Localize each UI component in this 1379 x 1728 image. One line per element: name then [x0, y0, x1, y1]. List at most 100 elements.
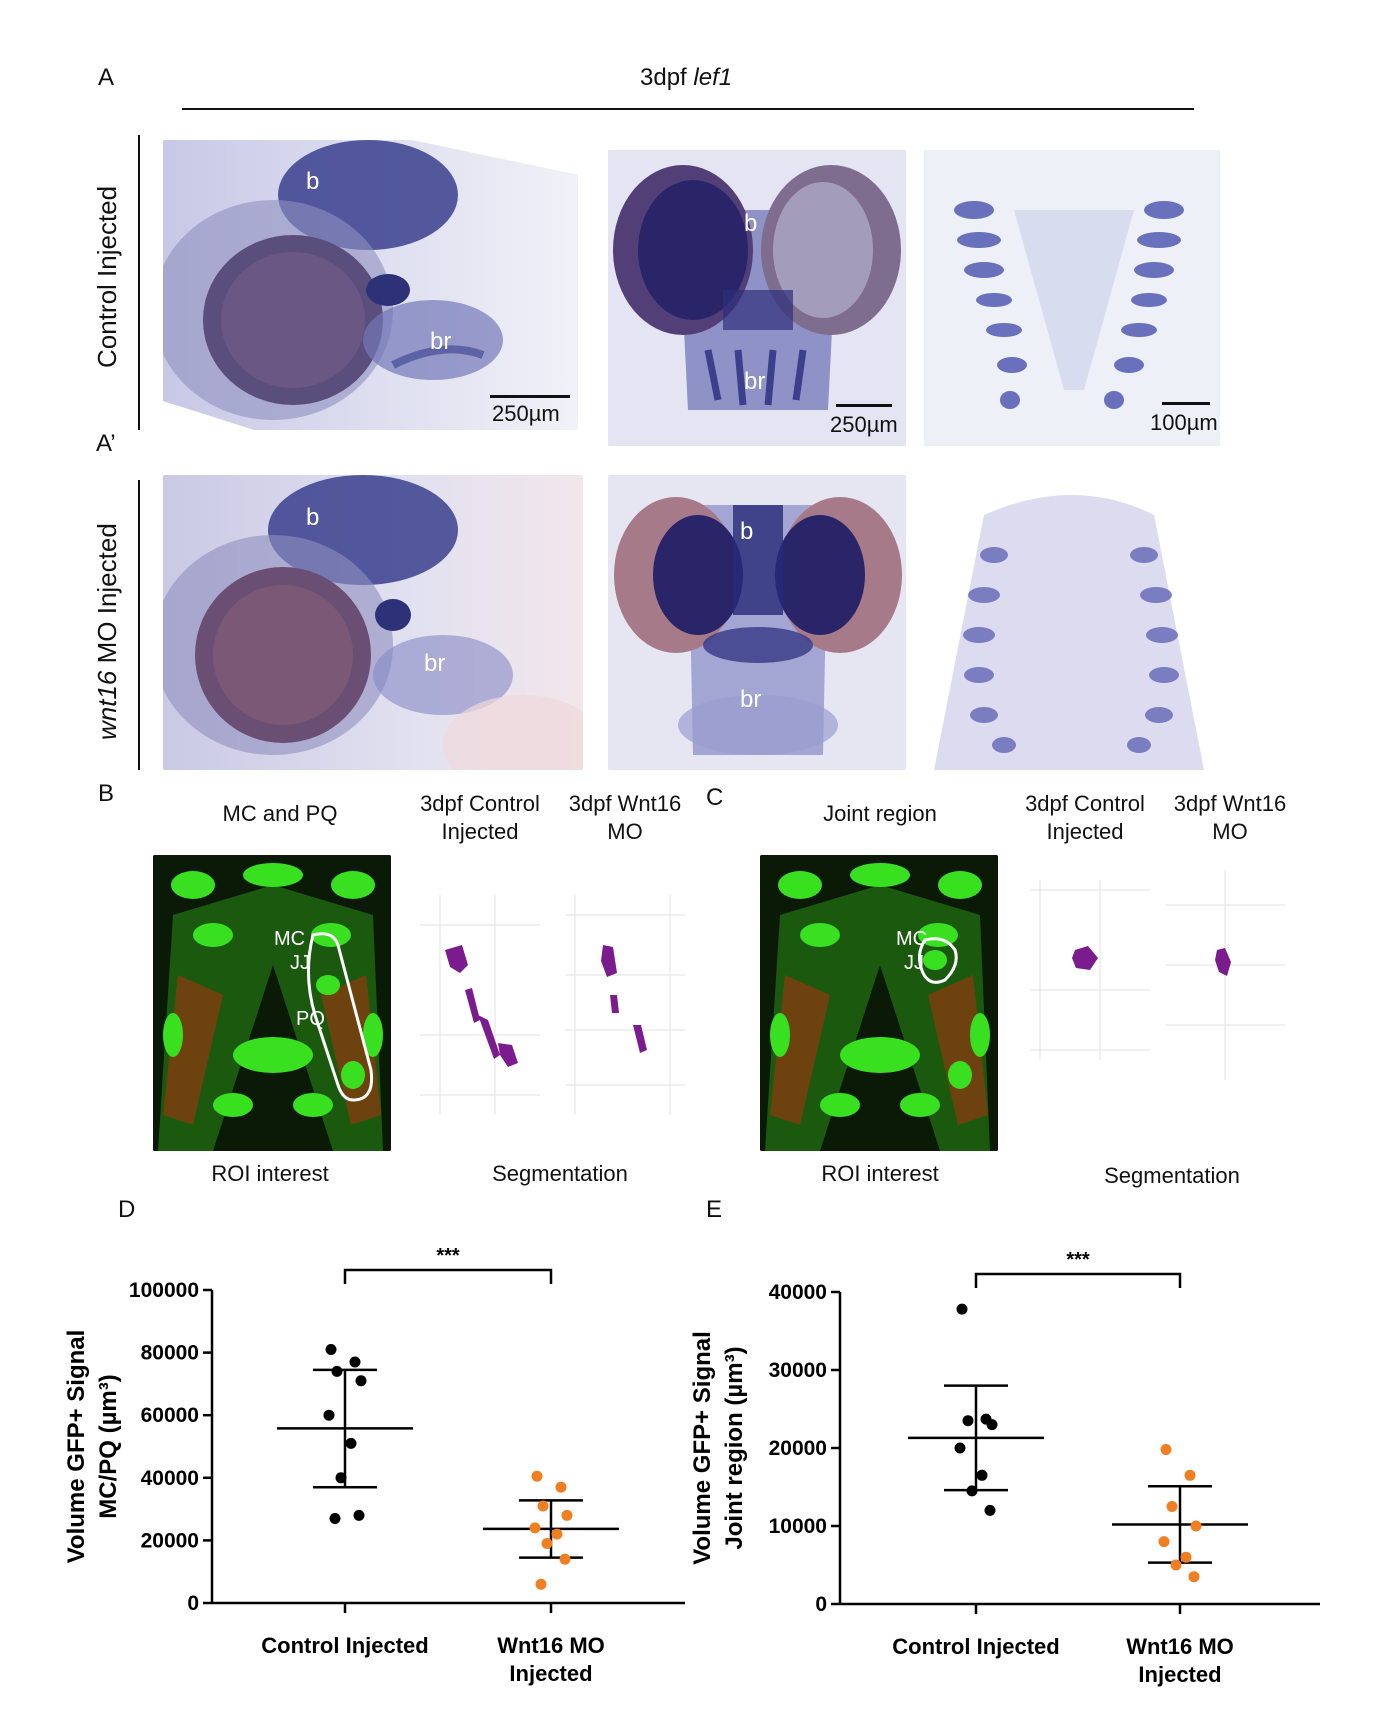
panel-b-roi-caption: ROI interest — [211, 1161, 329, 1186]
photo-a-mo-lateral — [163, 475, 583, 770]
photo-a-mo-closeup-svg — [934, 495, 1204, 770]
y-tick-label: 0 — [815, 1593, 827, 1616]
photo-a-mo-lateral-svg — [163, 475, 583, 770]
panel-b-col2-header: 3dpf Wnt16 MO — [555, 790, 695, 846]
photo-a-control-closeup-svg — [924, 150, 1220, 446]
data-point — [541, 1538, 553, 1550]
data-point — [1158, 1536, 1170, 1548]
panel-c-seg-caption: Segmentation — [1104, 1163, 1240, 1188]
label-mc-c: MC — [896, 928, 928, 950]
y-tick-label: 0 — [187, 1592, 199, 1615]
data-point — [355, 1375, 367, 1387]
panel-a-title-gene: lef1 — [693, 64, 733, 91]
data-point — [325, 1343, 337, 1355]
y-tick-label: 20000 — [141, 1529, 199, 1552]
data-point — [555, 1481, 567, 1493]
row1-label: Control Injected — [92, 185, 122, 368]
data-point — [976, 1469, 988, 1481]
label-br-2: br — [744, 368, 766, 395]
photo-a-mo-closeup — [924, 475, 1220, 770]
label-jj-c: JJ — [904, 952, 924, 974]
seg-b-control-svg — [420, 895, 540, 1115]
data-point — [353, 1509, 365, 1521]
panel-c-col1-line2: Injected — [1046, 819, 1124, 844]
panel-b-col2-line1: 3dpf Wnt16 — [568, 791, 682, 816]
data-point — [537, 1500, 549, 1512]
data-point — [349, 1356, 361, 1368]
seg-b-mo-svg — [565, 895, 685, 1115]
panel-a-prime-letter: A’ — [96, 430, 116, 457]
data-point — [1188, 1571, 1200, 1583]
photo-a-control-lateral-svg — [163, 140, 503, 420]
data-point — [331, 1365, 343, 1377]
data-point — [956, 1303, 968, 1315]
row2-label: wnt16 MO Injected — [92, 523, 123, 740]
y-axis-label-line1: Volume GFP+ Signal — [63, 1330, 90, 1564]
significance-label: *** — [436, 1245, 460, 1267]
photo-a-control-ventral-svg — [608, 150, 906, 446]
data-point — [1166, 1501, 1178, 1512]
data-point — [335, 1472, 347, 1484]
label-br-1: br — [430, 328, 452, 355]
data-point — [966, 1485, 978, 1497]
data-point — [551, 1528, 563, 1540]
panel-a-title-main: 3dpf — [640, 64, 694, 91]
seg-c-control-svg — [1030, 880, 1150, 1060]
panel-b-letter: B — [98, 780, 115, 807]
panel-a-title: 3dpf lef1 — [640, 64, 732, 92]
label-pq-b: PQ — [296, 1008, 325, 1030]
data-point — [1160, 1444, 1172, 1456]
label-b-1: b — [306, 168, 320, 195]
chart-d: 0 20000 40000 60000 80000 100000 Control Injec… — [63, 1245, 685, 1686]
seg-c-mo — [1165, 870, 1285, 1080]
y-tick-label: 20000 — [769, 1437, 827, 1460]
x-category-label: Injected — [1138, 1662, 1221, 1687]
seg-b-control — [420, 895, 540, 1115]
data-point — [531, 1470, 543, 1482]
x-category-label: Injected — [509, 1661, 592, 1686]
data-point — [329, 1512, 341, 1524]
scalebar-3 — [1162, 402, 1210, 405]
y-axis-label-line2: MC/PQ (µm³) — [95, 1374, 122, 1518]
data-point — [561, 1509, 573, 1521]
x-category-label: Control Injected — [892, 1634, 1059, 1659]
data-point — [986, 1419, 998, 1431]
photo-b-roi-svg — [153, 855, 391, 1151]
data-point — [1180, 1551, 1192, 1563]
photo-a-control-lateral — [163, 140, 578, 430]
x-category-label: Wnt16 MO — [1126, 1634, 1234, 1659]
label-b-3: b — [306, 504, 320, 531]
scale-label-2: 250µm — [830, 412, 898, 437]
panel-b-col1-line1: 3dpf Control — [420, 791, 540, 816]
chart-e: 0 10000 20000 30000 40000 Control Injected Wnt… — [690, 1249, 1320, 1687]
y-axis-label-line1: Volume GFP+ Signal — [690, 1331, 716, 1565]
row2-label-gene: wnt16 — [92, 670, 122, 740]
label-br-3: br — [424, 650, 446, 677]
row1-bracket — [138, 135, 140, 430]
photo-a-mo-ventral — [608, 475, 906, 770]
photo-b-roi — [153, 855, 391, 1151]
panel-e-letter: E — [706, 1196, 723, 1223]
seg-b-mo — [565, 895, 685, 1115]
label-jj-b: JJ — [290, 952, 310, 974]
y-tick-label: 80000 — [141, 1342, 199, 1365]
data-point — [962, 1415, 974, 1427]
panel-d-letter: D — [118, 1196, 136, 1223]
photo-a-control-ventral — [608, 150, 906, 446]
significance-label: *** — [1066, 1249, 1090, 1271]
panel-b-col1-header: 3dpf Control Injected — [405, 790, 555, 846]
panel-a-letter: A — [98, 64, 115, 91]
panel-c-roi-caption: ROI interest — [821, 1161, 939, 1186]
panel-b-seg-caption: Segmentation — [492, 1161, 628, 1186]
data-point — [1184, 1469, 1196, 1481]
y-tick-label: 10000 — [769, 1515, 827, 1538]
panel-c-letter: C — [706, 784, 724, 811]
row2-label-rest: MO Injected — [92, 523, 122, 671]
data-point — [323, 1409, 335, 1421]
y-axis-label-line2: Joint region (µm³) — [721, 1346, 748, 1549]
data-point — [1190, 1520, 1202, 1532]
x-category-label: Control Injected — [261, 1633, 428, 1658]
y-tick-label: 40000 — [769, 1281, 827, 1304]
significance-bracket — [343, 1268, 553, 1284]
row2-bracket — [138, 480, 140, 770]
